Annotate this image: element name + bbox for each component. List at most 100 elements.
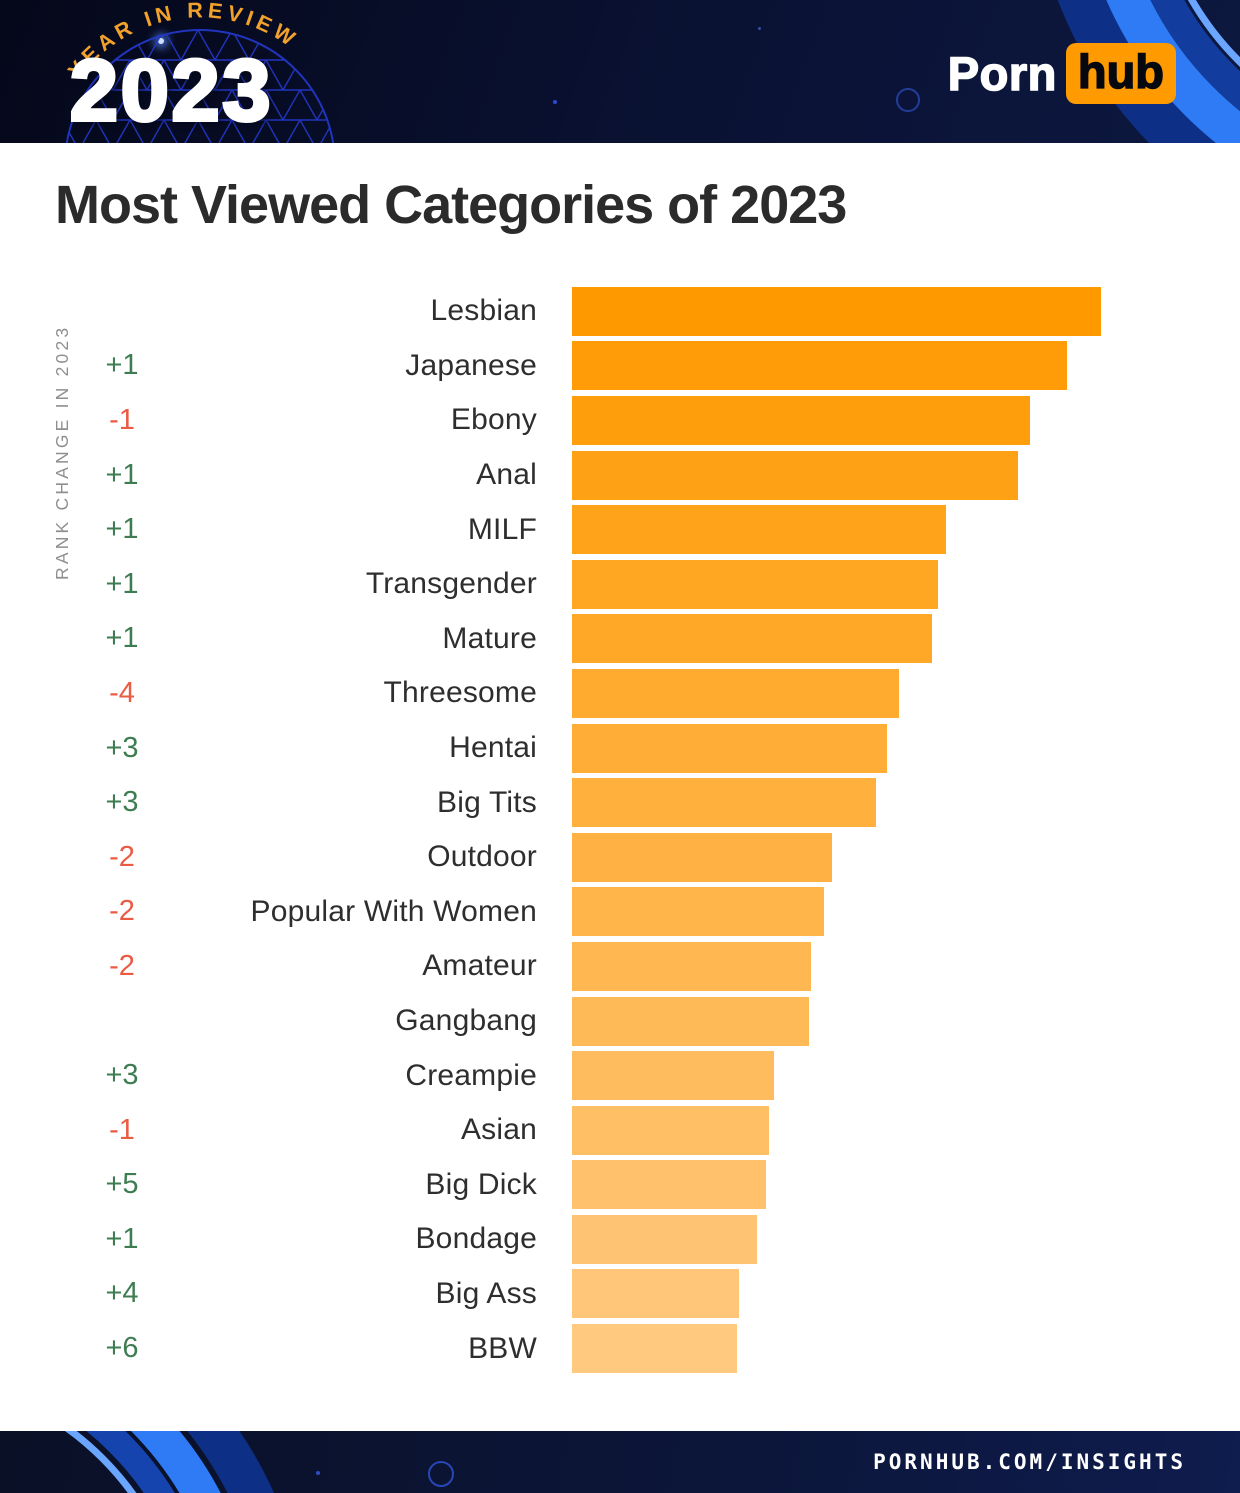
- category-bar: [572, 887, 824, 936]
- bar-track: [572, 1215, 1240, 1264]
- category-label: Amateur: [187, 949, 537, 983]
- category-label: Creampie: [187, 1059, 537, 1093]
- category-bar: [572, 560, 938, 609]
- category-row: Lesbian: [0, 284, 1240, 339]
- pornhub-logo: Porn hub: [948, 43, 1176, 104]
- rank-change: +3: [57, 786, 187, 819]
- rank-change: -1: [57, 1114, 187, 1147]
- category-bar: [572, 1160, 766, 1209]
- bar-track: [572, 287, 1240, 336]
- star-dot: [316, 1471, 320, 1475]
- category-label: Bondage: [187, 1222, 537, 1256]
- bar-track: [572, 505, 1240, 554]
- rank-change: -2: [57, 841, 187, 874]
- bar-track: [572, 778, 1240, 827]
- rank-change: -4: [57, 677, 187, 710]
- category-label: Mature: [187, 622, 537, 656]
- category-label: Japanese: [187, 349, 537, 383]
- category-row: +4Big Ass: [0, 1267, 1240, 1322]
- category-label: Hentai: [187, 731, 537, 765]
- infographic-page: YEAR IN REVIEW 2023 Porn hub Most Viewed…: [0, 0, 1240, 1493]
- pornhub-logo-hub: hub: [1078, 45, 1164, 98]
- category-row: -1Ebony: [0, 393, 1240, 448]
- footer-url: PORNHUB.COM/INSIGHTS: [873, 1450, 1186, 1474]
- rank-change: +6: [57, 1332, 187, 1365]
- rank-change: +3: [57, 732, 187, 765]
- category-row: +3Creampie: [0, 1048, 1240, 1103]
- rank-change: +1: [57, 513, 187, 546]
- category-label: Asian: [187, 1113, 537, 1147]
- category-label: Big Tits: [187, 786, 537, 820]
- bar-track: [572, 396, 1240, 445]
- category-bar: [572, 614, 932, 663]
- chart-rows: Lesbian+1Japanese-1Ebony+1Anal+1MILF+1Tr…: [0, 284, 1240, 1376]
- category-label: BBW: [187, 1332, 537, 1366]
- category-bar: [572, 341, 1067, 390]
- bar-track: [572, 833, 1240, 882]
- rank-change: +4: [57, 1277, 187, 1310]
- category-bar: [572, 505, 946, 554]
- circle-outline-decoration: [896, 88, 920, 112]
- star-dot: [758, 27, 761, 30]
- category-bar: [572, 287, 1101, 336]
- category-bar: [572, 451, 1018, 500]
- rank-change: +1: [57, 568, 187, 601]
- page-title: Most Viewed Categories of 2023: [55, 174, 846, 236]
- bar-track: [572, 724, 1240, 773]
- category-bar: [572, 669, 899, 718]
- rank-change: +5: [57, 1168, 187, 1201]
- bar-track: [572, 341, 1240, 390]
- category-row: +1Mature: [0, 612, 1240, 667]
- category-label: Ebony: [187, 403, 537, 437]
- bar-track: [572, 560, 1240, 609]
- bar-track: [572, 669, 1240, 718]
- category-row: -2Amateur: [0, 939, 1240, 994]
- category-row: +1Anal: [0, 448, 1240, 503]
- pornhub-logo-porn: Porn: [948, 46, 1057, 101]
- category-bar: [572, 724, 887, 773]
- category-row: +1Bondage: [0, 1212, 1240, 1267]
- footer-banner: PORNHUB.COM/INSIGHTS: [0, 1431, 1240, 1493]
- bar-track: [572, 614, 1240, 663]
- bar-chart: Lesbian+1Japanese-1Ebony+1Anal+1MILF+1Tr…: [0, 284, 1240, 1376]
- category-row: -4Threesome: [0, 666, 1240, 721]
- category-bar: [572, 1324, 737, 1373]
- category-label: Anal: [187, 458, 537, 492]
- bar-track: [572, 1269, 1240, 1318]
- category-row: +5Big Dick: [0, 1158, 1240, 1213]
- bar-track: [572, 942, 1240, 991]
- category-row: +1Transgender: [0, 557, 1240, 612]
- rank-change: -1: [57, 404, 187, 437]
- category-label: Threesome: [187, 676, 537, 710]
- rank-change: +1: [57, 1223, 187, 1256]
- rank-change: +3: [57, 1059, 187, 1092]
- category-label: Big Dick: [187, 1168, 537, 1202]
- rank-change: +1: [57, 622, 187, 655]
- rank-change: -2: [57, 950, 187, 983]
- category-bar: [572, 1051, 774, 1100]
- bar-track: [572, 1106, 1240, 1155]
- bar-track: [572, 1051, 1240, 1100]
- category-label: Gangbang: [187, 1004, 537, 1038]
- star-dot: [553, 100, 557, 104]
- rank-change: +1: [57, 459, 187, 492]
- bar-track: [572, 1324, 1240, 1373]
- category-label: Outdoor: [187, 840, 537, 874]
- category-bar: [572, 778, 876, 827]
- category-bar: [572, 997, 809, 1046]
- category-bar: [572, 396, 1030, 445]
- bar-track: [572, 887, 1240, 936]
- category-bar: [572, 1215, 757, 1264]
- bar-track: [572, 997, 1240, 1046]
- rank-change: +1: [57, 349, 187, 382]
- rank-change: -2: [57, 895, 187, 928]
- bar-track: [572, 1160, 1240, 1209]
- category-row: Gangbang: [0, 994, 1240, 1049]
- bar-track: [572, 451, 1240, 500]
- category-row: +3Hentai: [0, 721, 1240, 776]
- category-label: MILF: [187, 513, 537, 547]
- category-bar: [572, 1106, 769, 1155]
- category-row: +3Big Tits: [0, 775, 1240, 830]
- category-label: Big Ass: [187, 1277, 537, 1311]
- category-bar: [572, 1269, 739, 1318]
